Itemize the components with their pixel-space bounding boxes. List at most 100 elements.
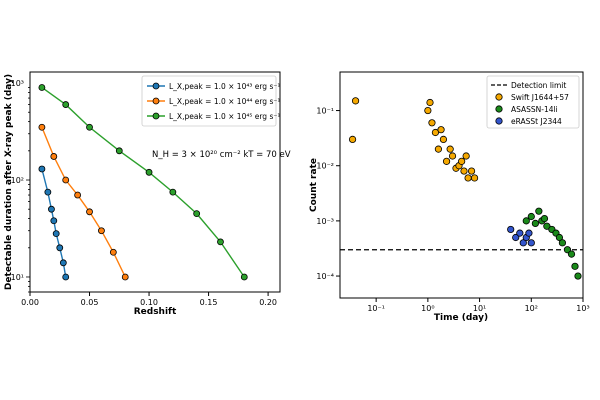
right-legend: Detection limit Swift J1644+57 ASASSN-14li… (486, 75, 580, 129)
right-data-point (555, 233, 564, 242)
right-data-point (448, 152, 457, 160)
right-legend-label: Swift J1644+57 (511, 93, 569, 102)
right-data-point (531, 219, 539, 228)
right-data-point (348, 135, 357, 144)
left-legend-label: L_X,peak = 1.0 × 10⁴⁴ erg s⁻¹ (169, 97, 280, 106)
right-data-point (527, 239, 535, 247)
left-legend-swatch-marker (152, 97, 160, 105)
right-legend-label: eRASSt J2344 (511, 117, 562, 126)
right-y-tick-label: 10⁻¹ (316, 107, 334, 116)
left-series-line (41, 126, 126, 278)
right-y-tick-label: 10⁻⁴ (316, 272, 334, 281)
right-data-point (525, 229, 533, 237)
right-data-point (535, 207, 543, 215)
left-ticks: 0.00 0.05 0.10 0.15 0.20 10¹ 10² 10³ (11, 79, 277, 307)
right-data-point (519, 239, 527, 247)
right-data-point (522, 217, 530, 225)
left-data-point (145, 168, 153, 176)
left-y-tick-label: 10³ (11, 79, 24, 88)
left-data-point (38, 123, 46, 131)
right-legend-swatch-marker (495, 105, 503, 113)
left-data-point (115, 147, 123, 155)
left-data-point (62, 176, 70, 184)
right-legend-label: Detection limit (511, 81, 566, 90)
left-x-tick-label: 0.20 (259, 298, 277, 307)
right-data-point (426, 98, 434, 107)
left-x-axis-label: Redshift (134, 307, 177, 317)
right-data-point (571, 262, 579, 270)
right-data-point (464, 174, 472, 182)
left-legend-box (141, 75, 277, 127)
left-series (38, 84, 248, 281)
right-plot-frame (339, 71, 584, 299)
right-data-point (512, 233, 520, 242)
left-y-tick-label: 10² (11, 176, 24, 185)
left-data-point (62, 273, 70, 281)
left-legend-swatch-marker (152, 82, 160, 90)
left-data-point (52, 230, 60, 238)
left-data-point (48, 205, 55, 213)
right-data-point (439, 135, 448, 144)
left-legend-label: L_X,peak = 1.0 × 10⁴³ erg s⁻¹ (169, 82, 280, 91)
left-data-point (74, 191, 82, 199)
right-legend-box (486, 75, 580, 129)
right-data-point (431, 128, 440, 137)
left-data-point (240, 273, 248, 281)
right-data-point (527, 212, 535, 221)
right-data-point (434, 145, 443, 153)
left-data-point (193, 210, 201, 218)
right-data-point (467, 167, 476, 175)
left-x-tick-label: 0.00 (21, 298, 39, 307)
right-data-point (543, 222, 551, 230)
right-data-point (558, 239, 567, 247)
left-data-point (38, 84, 46, 91)
left-data-point (98, 227, 105, 235)
right-ticks: 10⁻¹ 10⁰ 10¹ 10² 10³ 10⁻⁴ 10⁻³ 10⁻² 10⁻¹ (316, 107, 589, 313)
right-x-tick-label: 10⁰ (421, 304, 434, 313)
right-y-axis-label: Count rate (309, 158, 319, 212)
right-legend-swatch-marker (495, 93, 503, 101)
right-data-point (516, 229, 524, 237)
right-data-point (567, 250, 576, 258)
right-panel: 10⁻¹ 10⁰ 10¹ 10² 10³ 10⁻⁴ 10⁻³ 10⁻² 10⁻¹ Time (d… (309, 71, 590, 323)
right-x-tick-label: 10⁻¹ (367, 304, 385, 313)
left-annotation: N_H = 3 × 10²⁰ cm⁻² kT = 70 eV (152, 150, 291, 160)
right-data-point (458, 157, 466, 165)
right-legend-swatch-marker (495, 117, 503, 125)
left-legend: L_X,peak = 1.0 × 10⁴³ erg s⁻¹ L_X,peak = … (141, 75, 280, 127)
left-data-point (169, 188, 177, 196)
right-data-point (462, 152, 470, 160)
right-data-point (351, 97, 360, 105)
left-data-point (56, 244, 64, 252)
right-x-tick-label: 10³ (576, 304, 589, 313)
right-legend-label: ASASSN-14li (511, 105, 558, 114)
left-legend-swatch-marker (152, 112, 160, 120)
right-y-tick-label: 10⁻³ (316, 217, 334, 226)
left-panel: 0.00 0.05 0.10 0.15 0.20 10¹ 10² 10³ Redshift D… (4, 71, 291, 317)
left-y-tick-label: 10¹ (11, 273, 24, 282)
left-data-point (86, 123, 93, 131)
right-data-point (563, 246, 572, 254)
left-plot-frame (29, 71, 281, 293)
right-series (340, 97, 583, 280)
right-y-tick-label: 10⁻² (316, 162, 334, 171)
right-data-point (507, 225, 515, 234)
right-data-point (470, 174, 479, 182)
left-data-point (121, 273, 129, 281)
left-x-tick-label: 0.15 (200, 298, 218, 307)
left-data-point (50, 153, 58, 160)
right-data-point (446, 145, 454, 153)
right-x-axis-label: Time (day) (434, 313, 488, 323)
left-data-point (217, 238, 224, 246)
right-x-tick-label: 10¹ (473, 304, 486, 313)
right-data-point (574, 272, 582, 280)
right-data-point (424, 106, 432, 115)
left-y-axis-label: Detectable duration after X-ray peak (da… (4, 74, 14, 290)
left-data-point (59, 259, 67, 267)
right-data-point (460, 167, 468, 175)
right-data-point (428, 119, 436, 127)
right-data-point (442, 157, 451, 165)
left-x-tick-label: 0.05 (81, 298, 99, 307)
left-data-point (86, 208, 93, 216)
